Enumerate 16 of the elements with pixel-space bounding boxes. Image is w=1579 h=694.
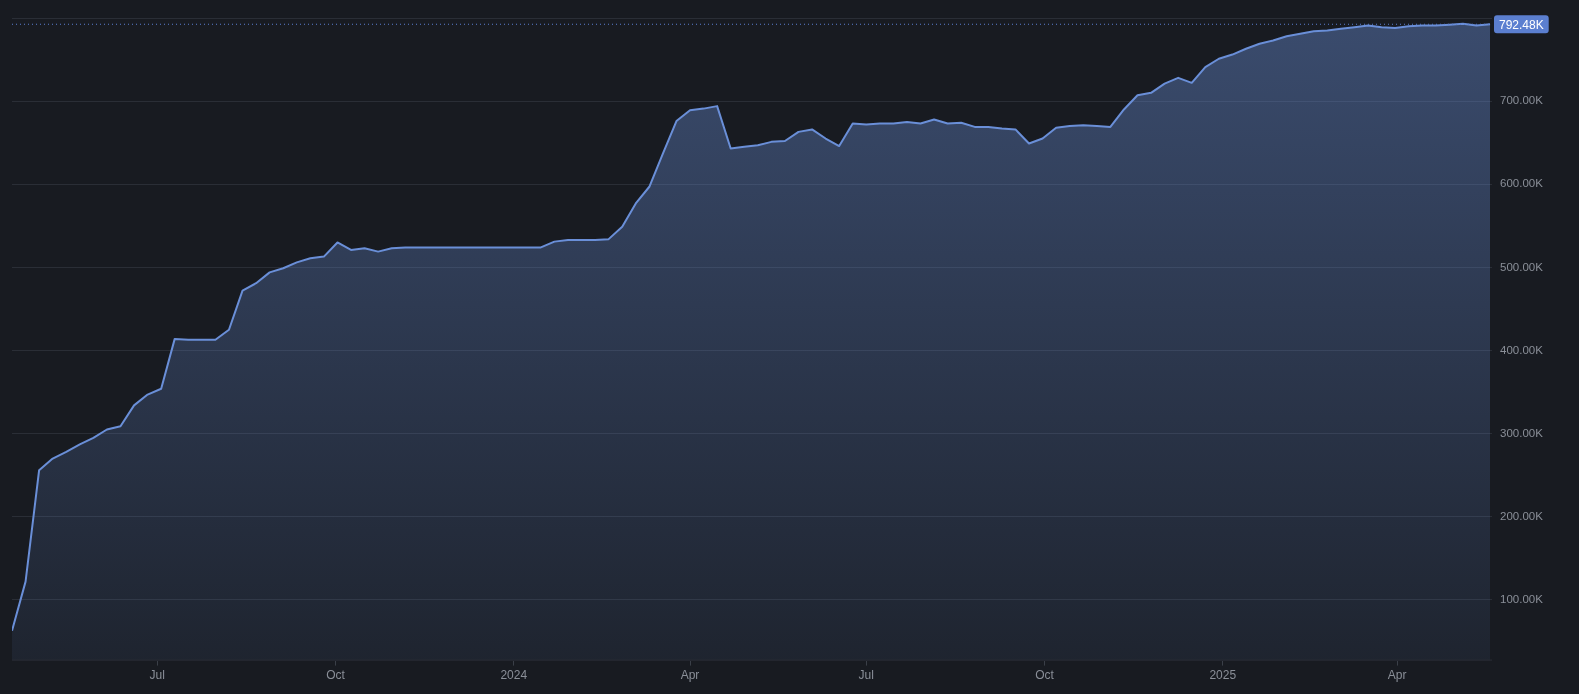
y-tick-label: 200.00K <box>1500 509 1544 522</box>
y-tick-label: 700.00K <box>1500 94 1544 107</box>
y-tick-label: 300.00K <box>1500 426 1544 439</box>
x-tick-label: Apr <box>680 668 700 683</box>
x-tick-label: Apr <box>1387 668 1407 683</box>
x-tick-label: Jul <box>858 668 874 683</box>
x-tick-label: 2024 <box>500 668 528 683</box>
x-tick-label: 2025 <box>1209 668 1237 683</box>
y-tick-label: 400.00K <box>1500 343 1544 356</box>
y-tick-label: 500.00K <box>1500 260 1544 273</box>
y-tick-label: 100.00K <box>1500 593 1544 606</box>
x-tick-label: Jul <box>149 668 165 683</box>
x-tick-label: Oct <box>1035 668 1055 683</box>
y-tick-label: 600.00K <box>1500 177 1544 190</box>
x-tick-label: Oct <box>326 668 346 683</box>
ref-line-label: 792.48K <box>1499 17 1544 32</box>
